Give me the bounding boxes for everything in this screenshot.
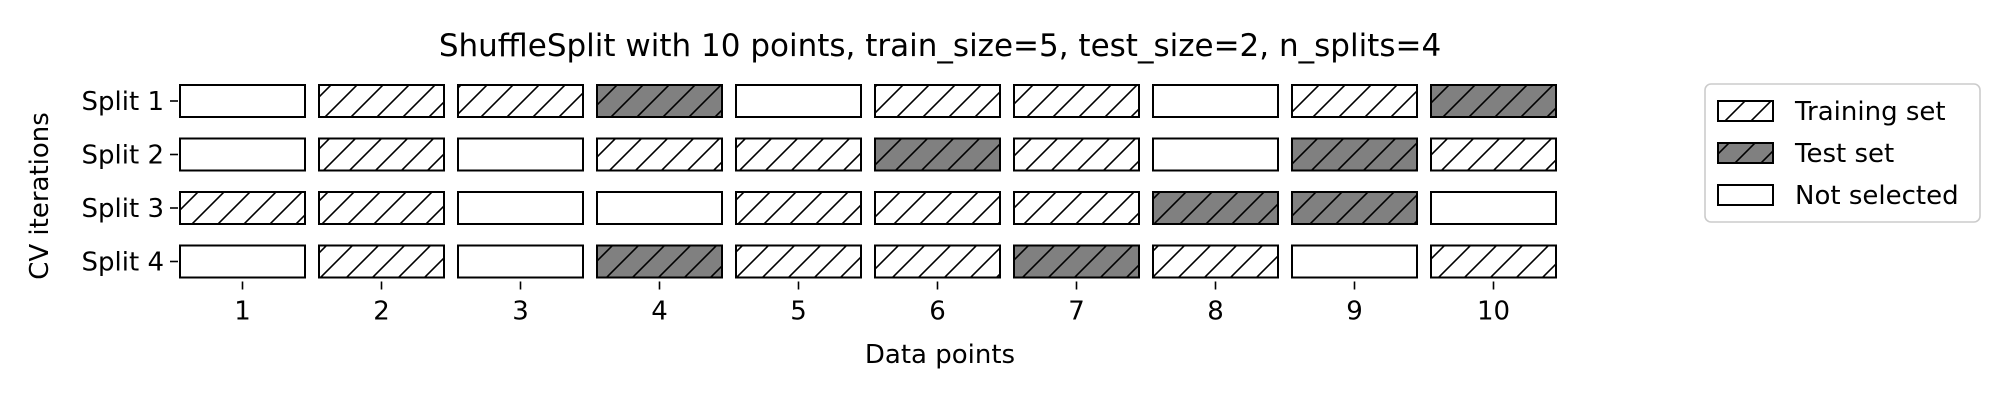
cell-train [874,191,1001,225]
x-tick-label: 5 [790,297,807,327]
legend-item-test: Test set [1717,139,1894,169]
cell-train [735,244,862,279]
cell-train [457,84,584,118]
cell-none [1152,137,1279,172]
cell-train [735,191,862,225]
x-tick-label: 10 [1477,297,1510,327]
cells-grid [179,84,1557,279]
x-tick-label: 2 [373,297,390,327]
cell-test [1152,191,1279,225]
legend-label: Test set [1794,139,1894,169]
cell-train [596,137,723,172]
cell-train [1430,244,1557,279]
cell-none [1291,244,1418,279]
y-axis-label: CV iterations [25,112,55,280]
legend-label: Not selected [1795,181,1959,211]
cell-none [1152,84,1279,118]
cell-train [735,137,862,172]
cell-train [1152,244,1279,279]
chart-title: ShuffleSplit with 10 points, train_size=… [439,28,1441,64]
cell-none [735,84,862,118]
cell-none [457,137,584,172]
x-tick-label: 3 [512,297,529,327]
cell-none [457,191,584,225]
cell-train [318,84,445,118]
cell-none [179,84,306,118]
cell-train [874,244,1001,279]
x-tick-label: 9 [1346,297,1363,327]
legend-item-none: Not selected [1717,181,1959,211]
cell-none [1430,191,1557,225]
cell-train [1291,84,1418,118]
y-tick-label: Split 1 [82,87,164,117]
cell-test [1430,84,1557,118]
x-tick-label: 1 [234,297,251,327]
cell-none [596,191,723,225]
cell-test [1291,137,1418,172]
x-tick-label: 6 [929,297,946,327]
y-tick-label: Split 4 [82,248,164,278]
y-tick-label: Split 2 [82,141,164,171]
cell-train [874,84,1001,118]
cell-train [318,244,445,279]
cell-train [179,191,306,225]
legend: Training set Test set Not selected [1704,83,1981,223]
x-tick-label: 4 [651,297,668,327]
cell-test [1291,191,1418,225]
x-tick-label: 8 [1207,297,1224,327]
cell-train [1013,191,1140,225]
cell-none [179,137,306,172]
cell-train [318,191,445,225]
x-tick-label: 7 [1068,297,1085,327]
cell-train [1013,84,1140,118]
cell-none [179,244,306,279]
legend-item-train: Training set [1717,97,1946,127]
cell-train [1430,137,1557,172]
cell-none [457,244,584,279]
x-axis-ticks: 1 2 3 4 5 6 7 8 9 10 [234,281,1510,327]
legend-label: Training set [1794,97,1946,127]
cell-test [1013,244,1140,279]
cell-train [318,137,445,172]
y-axis-ticks: Split 1 Split 2 Split 3 Split 4 [82,87,178,278]
cell-test [596,84,723,118]
cell-train [1013,137,1140,172]
cell-test [596,244,723,279]
x-axis-label: Data points [865,340,1015,370]
legend-swatch [1718,185,1773,205]
y-tick-label: Split 3 [82,194,164,224]
cell-test [874,137,1001,172]
